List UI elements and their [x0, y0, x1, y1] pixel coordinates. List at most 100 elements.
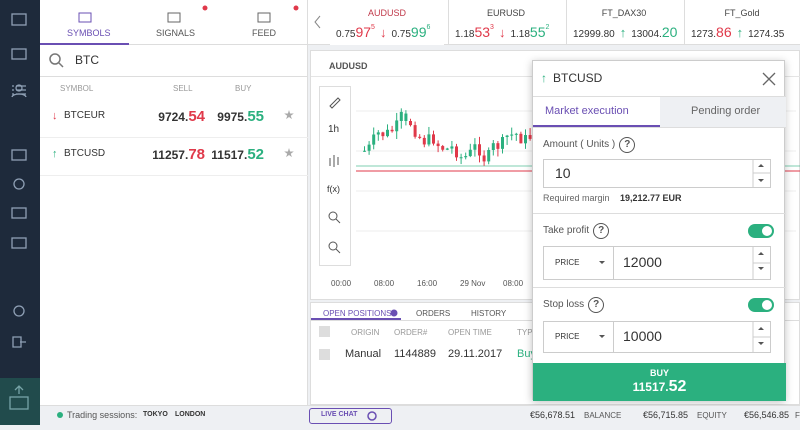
- candle: [528, 128, 532, 141]
- price-pips: 55: [247, 108, 264, 125]
- ticker-bar: AUDUSD 0.75975 ↓ 0.75996 EURUSD 1.18533 ↓ 1.185…: [308, 0, 800, 45]
- candle: [482, 150, 486, 166]
- ticker-symbol: AUDUSD: [367, 8, 406, 18]
- ticker-symbol: FT_Gold: [724, 8, 760, 18]
- candle: [464, 152, 468, 160]
- buy-button[interactable]: BUY 11517.52: [533, 363, 786, 401]
- label: Stop loss: [543, 299, 585, 310]
- symbol: BTCEUR: [64, 110, 106, 121]
- candle: [455, 143, 458, 161]
- toggle[interactable]: [748, 224, 774, 238]
- tab[interactable]: ORDERS: [416, 309, 451, 318]
- candle: [386, 124, 389, 138]
- divider: [613, 321, 614, 353]
- tab-icons: [49, 5, 299, 68]
- candle: [381, 131, 385, 141]
- candle: [491, 140, 495, 156]
- close-button[interactable]: [762, 72, 776, 86]
- candle: [445, 147, 449, 151]
- price-pips: 52: [668, 378, 687, 395]
- price-part: 3: [490, 24, 494, 31]
- sell-price: 11257.78: [152, 146, 205, 163]
- tab[interactable]: HISTORY: [471, 309, 507, 318]
- ticker[interactable]: AUDUSD 0.75975 ↓ 0.75996: [330, 0, 444, 45]
- symbol-row[interactable]: ↓ BTCEUR 9724.54 9975.55: [40, 100, 308, 138]
- price-type[interactable]: PRICE: [555, 332, 580, 341]
- tab[interactable]: FEED: [252, 28, 277, 38]
- arrow: ↓: [52, 110, 58, 122]
- favorite-star[interactable]: [284, 110, 294, 120]
- price-pips: 78: [188, 146, 205, 163]
- candle: [496, 141, 500, 157]
- tab[interactable]: OPEN POSITIONS: [323, 309, 392, 318]
- balance-label: BALANCE: [584, 411, 622, 420]
- help-icon[interactable]: ?: [619, 137, 636, 153]
- ticker[interactable]: FT_Gold 1273.86 ↑ 1274.35: [684, 0, 798, 45]
- buy-price: 11517.52: [533, 378, 786, 396]
- ticker-prices: 12999.80 ↑ 13004.20: [573, 24, 677, 40]
- candle: [519, 131, 523, 144]
- ticker[interactable]: FT_DAX30 12999.80 ↑ 13004.20: [566, 0, 680, 45]
- settings-icon[interactable]: [389, 308, 399, 318]
- candle: [501, 134, 504, 154]
- candle: [399, 108, 403, 129]
- price-main: 11257.: [152, 148, 189, 162]
- price-main: 11517.: [632, 380, 669, 394]
- candle: [441, 144, 445, 152]
- checkbox[interactable]: [319, 326, 330, 337]
- candle: [367, 141, 371, 155]
- sessions-label: Trading sessions:: [67, 410, 138, 420]
- price-part: 1.18: [455, 29, 475, 40]
- checkbox[interactable]: [319, 349, 330, 360]
- search-input[interactable]: BTC: [75, 53, 99, 67]
- price-type[interactable]: PRICE: [555, 258, 580, 267]
- price-part: 6: [426, 24, 431, 31]
- amount-input[interactable]: [543, 159, 771, 188]
- ticker-arrow: ↓: [379, 25, 387, 40]
- tab[interactable]: SYMBOLS: [67, 28, 111, 38]
- price-pips: 54: [188, 108, 205, 125]
- ticker-prices: 0.75975 ↓ 0.75996: [336, 24, 430, 40]
- price-part: 55: [529, 24, 546, 40]
- price-part: 12999.80: [573, 29, 615, 40]
- column-header: TYPE: [517, 328, 538, 337]
- label: Amount ( Units ): [543, 139, 616, 150]
- tab[interactable]: Pending order: [691, 105, 761, 117]
- divider: [40, 76, 308, 77]
- price-part: 1273.: [691, 29, 717, 40]
- tool[interactable]: f(x): [327, 184, 340, 194]
- help-icon[interactable]: ?: [593, 223, 610, 239]
- stop-loss-input[interactable]: [543, 321, 771, 353]
- candle: [413, 121, 417, 139]
- tab[interactable]: SIGNALS: [156, 28, 196, 38]
- favorite-star[interactable]: [284, 148, 294, 158]
- help-icon[interactable]: ?: [588, 297, 605, 313]
- candle: [432, 130, 435, 146]
- x-axis-label: 16:00: [417, 279, 438, 288]
- sidebar: [0, 0, 40, 425]
- free-value: €56,546.85: [744, 410, 790, 420]
- live-chat-button[interactable]: [309, 408, 392, 424]
- label: Take profit: [543, 225, 590, 236]
- ticker[interactable]: EURUSD 1.18533 ↓ 1.18552: [448, 0, 562, 45]
- balance-value: €56,678.51: [530, 410, 576, 420]
- candle: [478, 136, 481, 163]
- toggle[interactable]: [748, 298, 774, 312]
- buy-label: BUY: [649, 368, 669, 378]
- candle: [376, 130, 380, 141]
- divider: [533, 96, 786, 97]
- tab[interactable]: Market execution: [545, 105, 629, 117]
- tab-underline: [40, 43, 129, 45]
- cell: Buy: [517, 348, 536, 360]
- tool-column: [319, 86, 351, 266]
- ticker-symbol: FT_DAX30: [601, 8, 647, 18]
- stop-loss-value: 10000: [623, 328, 662, 344]
- price-main: 9975.: [217, 110, 248, 124]
- tool[interactable]: 1h: [328, 124, 340, 135]
- symbol-row[interactable]: ↑ BTCUSD 11257.78 11517.52: [40, 138, 308, 176]
- free-label: FR: [795, 411, 800, 420]
- candle: [390, 125, 394, 133]
- ticker-left-arrow[interactable]: [308, 0, 328, 45]
- take-profit-input[interactable]: [543, 246, 771, 280]
- candle: [510, 127, 514, 141]
